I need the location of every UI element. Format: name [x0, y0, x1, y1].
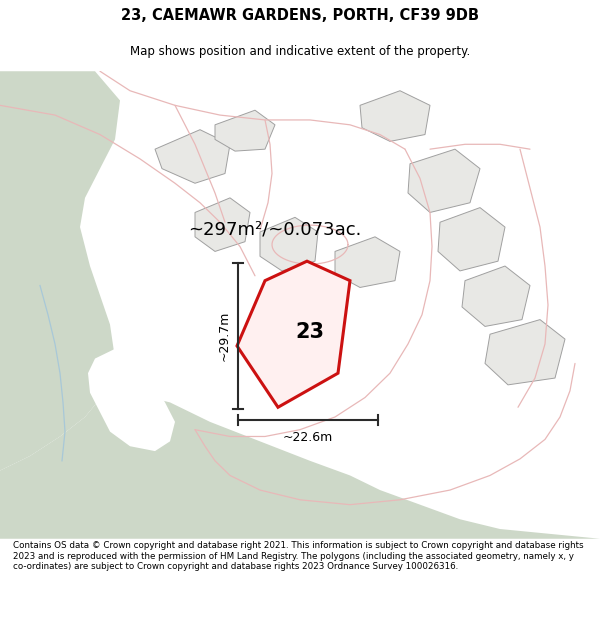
Text: 23: 23 — [296, 322, 325, 342]
Polygon shape — [360, 91, 430, 141]
Polygon shape — [335, 237, 400, 288]
Polygon shape — [0, 392, 600, 539]
Polygon shape — [462, 266, 530, 326]
Polygon shape — [408, 149, 480, 213]
Text: ~297m²/~0.073ac.: ~297m²/~0.073ac. — [188, 220, 362, 238]
Polygon shape — [260, 217, 318, 271]
Polygon shape — [215, 110, 275, 151]
Polygon shape — [485, 319, 565, 385]
Text: Map shows position and indicative extent of the property.: Map shows position and indicative extent… — [130, 45, 470, 58]
Polygon shape — [237, 261, 350, 408]
Polygon shape — [0, 71, 120, 471]
Polygon shape — [155, 129, 230, 183]
Text: Contains OS data © Crown copyright and database right 2021. This information is : Contains OS data © Crown copyright and d… — [13, 541, 584, 571]
Text: 23, CAEMAWR GARDENS, PORTH, CF39 9DB: 23, CAEMAWR GARDENS, PORTH, CF39 9DB — [121, 8, 479, 23]
Polygon shape — [195, 198, 250, 251]
Polygon shape — [88, 349, 175, 451]
Polygon shape — [438, 208, 505, 271]
Text: ~29.7m: ~29.7m — [218, 311, 230, 361]
Text: ~22.6m: ~22.6m — [283, 431, 333, 444]
